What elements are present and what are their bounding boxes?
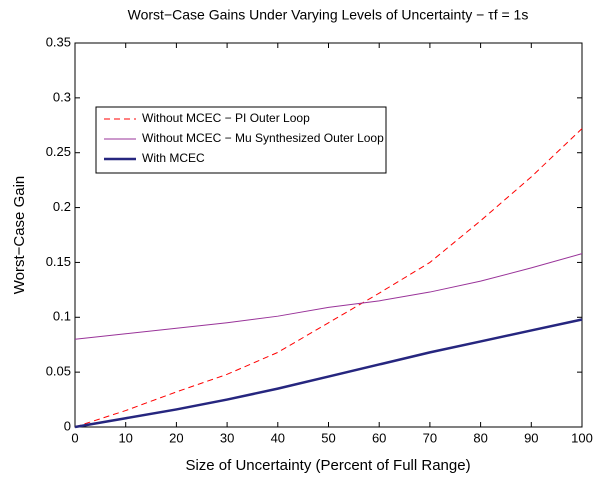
legend-label: With MCEC	[142, 151, 205, 165]
x-tick-label: 60	[372, 430, 386, 445]
x-tick-label: 80	[473, 430, 487, 445]
y-tick-label: 0.1	[53, 309, 71, 324]
y-tick-label: 0.25	[46, 144, 71, 159]
x-tick-label: 20	[169, 430, 183, 445]
y-tick-label: 0.3	[53, 89, 71, 104]
x-tick-label: 0	[71, 430, 78, 445]
series-line	[74, 253, 583, 340]
plot-area	[74, 42, 583, 428]
x-tick-label: 40	[271, 430, 285, 445]
y-tick-label: 0.2	[53, 199, 71, 214]
x-tick-label: 90	[524, 430, 538, 445]
y-tick-label: 0	[64, 418, 71, 433]
y-tick-label: 0.15	[46, 254, 71, 269]
legend-label: Without MCEC − Mu Synthesized Outer Loop	[142, 131, 384, 145]
x-tick-label: 100	[571, 430, 593, 445]
x-axis-label: Size of Uncertainty (Percent of Full Ran…	[185, 457, 470, 474]
legend-box	[95, 106, 387, 174]
series-line	[74, 318, 583, 429]
x-tick-label: 50	[321, 430, 335, 445]
x-tick-label: 70	[423, 430, 437, 445]
series-line	[74, 128, 583, 428]
x-tick-label: 30	[220, 430, 234, 445]
y-tick-label: 0.35	[46, 34, 71, 49]
legend-label: Without MCEC − PI Outer Loop	[142, 111, 310, 125]
x-tick-label: 10	[118, 430, 132, 445]
y-axis-label: Worst−Case Gain	[11, 176, 28, 295]
y-tick-label: 0.05	[46, 364, 71, 379]
chart-title: Worst−Case Gains Under Varying Levels of…	[128, 7, 529, 23]
